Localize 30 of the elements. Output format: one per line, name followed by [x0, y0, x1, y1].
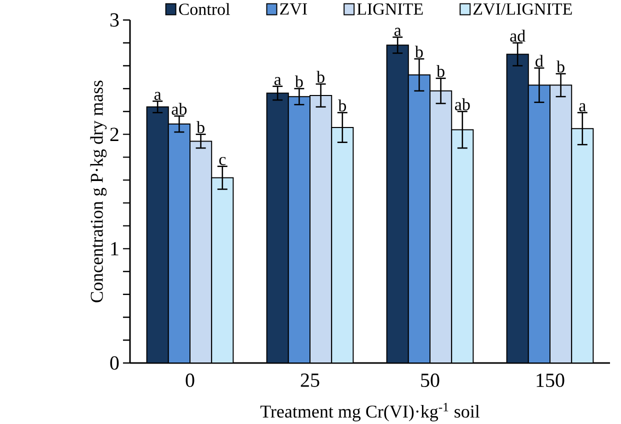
data-label: b	[556, 60, 564, 73]
x-tick-label: 25	[300, 374, 320, 387]
x-tick-label: 0	[186, 374, 194, 388]
y-tick-label: 2	[110, 128, 118, 141]
data-label: c	[219, 156, 226, 166]
data-label: a	[394, 28, 402, 36]
legend-label: Control	[179, 3, 230, 16]
legend-label: ZVI/LIGNITE	[473, 3, 572, 15]
data-label: ab	[172, 102, 187, 115]
y-axis-title: Concentration g P·kg dry mass	[90, 80, 107, 302]
data-label: b	[196, 121, 204, 134]
x-tick-label: 50	[421, 374, 440, 388]
x-axis-title: Treatment mg Cr(VI)·kg$^{-1}$ soil	[260, 402, 480, 422]
data-label: a	[274, 76, 282, 86]
data-label: d	[536, 54, 544, 67]
y-tick-label: 0	[110, 356, 119, 370]
x-tick-label: 150	[536, 374, 564, 388]
data-label: ad	[510, 30, 526, 42]
y-tick-label: 3	[110, 13, 119, 27]
data-label: b	[316, 70, 324, 83]
data-label: b	[414, 46, 423, 58]
data-label: ab	[454, 98, 470, 110]
data-label: b	[338, 99, 346, 112]
legend-label: LIGNITE	[357, 3, 423, 15]
data-label: b	[294, 75, 303, 88]
data-label: a	[154, 92, 162, 100]
data-label: a	[579, 103, 586, 112]
y-tick-label: 1	[111, 242, 118, 256]
legend-label: ZVI	[280, 3, 307, 15]
data-label: b	[436, 65, 444, 78]
